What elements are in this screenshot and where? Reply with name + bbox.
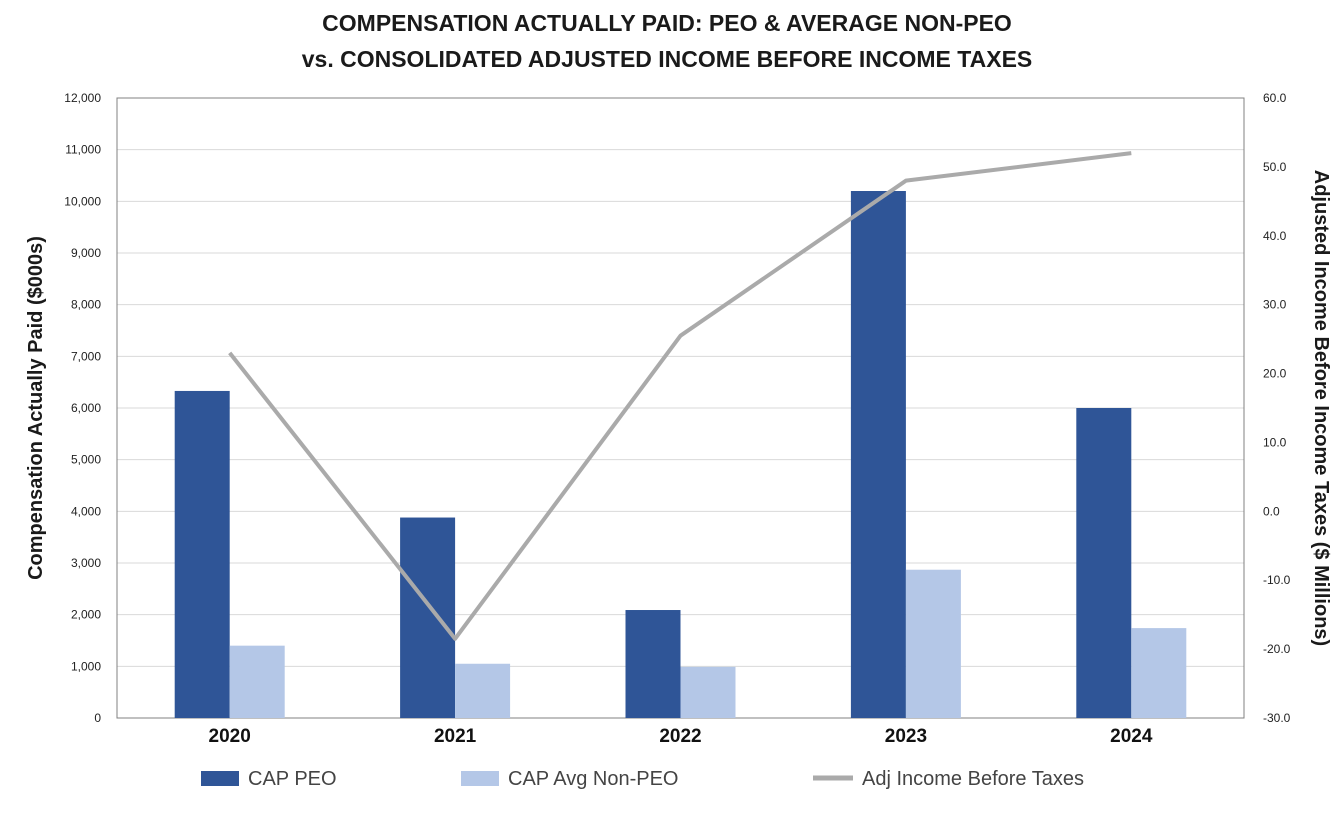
right-tick-label: 10.0	[1263, 435, 1287, 449]
category-labels: 2020 2021 2022 2023 2024	[209, 726, 1153, 747]
left-tick-label: 11,000	[65, 143, 101, 157]
chart-title-line-1: COMPENSATION ACTUALLY PAID: PEO & AVERAG…	[322, 10, 1012, 36]
bar-cap-avg-non-peo-2021	[455, 663, 511, 718]
right-tick-label: -30.0	[1263, 711, 1291, 725]
right-tick-label: 60.0	[1263, 91, 1287, 105]
left-tick-label: 8,000	[71, 298, 101, 312]
bar-cap-peo-2024	[1076, 408, 1132, 718]
left-tick-label: 3,000	[71, 556, 101, 570]
left-tick-label: 7,000	[71, 349, 101, 363]
right-tick-label: 30.0	[1263, 298, 1287, 312]
left-axis-ticks: 0 1,000 2,000 3,000 4,000 5,000 6,000 7,000 8,00…	[64, 91, 101, 725]
right-tick-label: 0.0	[1263, 504, 1280, 518]
right-tick-label: 20.0	[1263, 367, 1287, 381]
legend-label-cap-avg-non-peo: CAP Avg Non-PEO	[508, 768, 678, 790]
bar-cap-avg-non-peo-2024	[1131, 628, 1187, 718]
bar-cap-avg-non-peo-2022	[680, 666, 736, 718]
left-tick-label: 0	[94, 711, 101, 725]
category-label-2024: 2024	[1110, 726, 1153, 747]
category-label-2021: 2021	[434, 726, 477, 747]
right-tick-label: -20.0	[1263, 642, 1291, 656]
left-tick-label: 5,000	[71, 453, 101, 467]
bar-cap-peo-2020	[174, 390, 230, 718]
right-axis-title: Adjusted Income Before Income Taxes ($ M…	[1310, 170, 1332, 646]
left-tick-label: 9,000	[71, 246, 101, 260]
line-adj-income-before-taxes	[228, 151, 1132, 641]
legend-label-adj-income: Adj Income Before Taxes	[862, 768, 1084, 790]
left-tick-label: 6,000	[71, 401, 101, 415]
left-tick-label: 12,000	[64, 91, 101, 105]
left-axis-title: Compensation Actually Paid ($000s)	[25, 236, 47, 580]
category-label-2020: 2020	[209, 726, 251, 747]
right-tick-label: -10.0	[1263, 573, 1291, 587]
bars	[174, 191, 1187, 718]
left-tick-label: 4,000	[71, 504, 101, 518]
bar-cap-peo-2021	[400, 517, 456, 718]
right-tick-label: 40.0	[1263, 229, 1287, 243]
category-label-2022: 2022	[659, 726, 701, 747]
right-axis-ticks: -30.0 -20.0 -10.0 0.0 10.0 20.0 30.0 40.0 50.0 60…	[1263, 91, 1291, 725]
legend: CAP PEO CAP Avg Non-PEO Adj Income Befor…	[201, 768, 1084, 790]
legend-swatch-cap-avg-non-peo	[461, 771, 499, 786]
bar-cap-peo-2022	[625, 610, 681, 718]
chart-title-line-2: vs. CONSOLIDATED ADJUSTED INCOME BEFORE …	[302, 46, 1033, 72]
legend-label-cap-peo: CAP PEO	[248, 768, 337, 790]
right-tick-label: 50.0	[1263, 160, 1287, 174]
category-label-2023: 2023	[885, 726, 927, 747]
legend-swatch-cap-peo	[201, 771, 239, 786]
bar-cap-peo-2023	[850, 191, 906, 718]
income-line	[228, 151, 1132, 641]
bar-cap-avg-non-peo-2020	[229, 645, 285, 718]
bar-cap-avg-non-peo-2023	[905, 569, 961, 718]
left-tick-label: 1,000	[71, 659, 101, 673]
left-tick-label: 10,000	[64, 194, 101, 208]
gridlines	[117, 149, 1244, 667]
left-tick-label: 2,000	[71, 608, 101, 622]
